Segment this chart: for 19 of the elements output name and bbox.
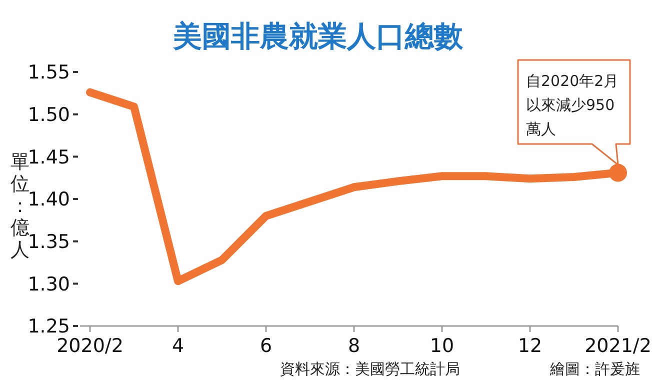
text: 繪圖：許爰旌	[549, 360, 640, 378]
x-tick-label: 10	[430, 335, 454, 357]
x-tick-label: 4	[172, 335, 184, 357]
x-tick-label: 2020/2	[56, 335, 124, 357]
y-axis-title: 單位：億人	[10, 151, 30, 261]
y-tick-label: 1.30	[28, 273, 70, 296]
y-tick-label: 1.50	[28, 104, 70, 126]
x-tick-label: 12	[518, 335, 542, 357]
annotation: 自2020年2月以來減少950萬人	[526, 72, 619, 138]
x-tick-label: 6	[260, 335, 272, 357]
y-tick-label: 1.40	[28, 188, 70, 211]
x-tick-label: 2021/2	[584, 335, 652, 357]
y-tick-label: 1.25	[28, 316, 70, 338]
y-tick-label: 1.45	[28, 146, 70, 168]
chart-title: 美國非農就業人口總數	[172, 19, 464, 53]
y-tick-label: 1.35	[28, 230, 70, 253]
x-tick-label: 8	[348, 335, 360, 357]
source-note: 資料來源：美國勞工統計局	[280, 360, 460, 378]
y-tick-label: 1.55	[28, 62, 70, 84]
